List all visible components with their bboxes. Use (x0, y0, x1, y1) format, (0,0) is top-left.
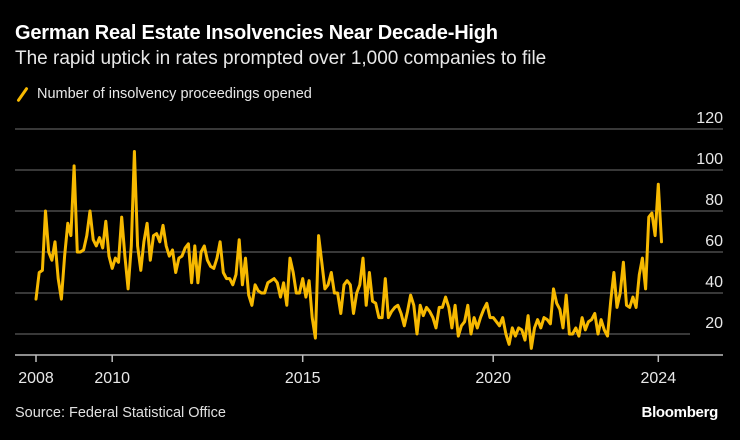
x-tick-label: 2010 (94, 370, 130, 387)
source-note: Source: Federal Statistical Office (15, 405, 226, 421)
x-tick-label: 2015 (285, 370, 321, 387)
y-tick-label: 80 (705, 192, 723, 209)
y-tick-label: 20 (705, 315, 723, 332)
x-tick-label: 2020 (475, 370, 511, 387)
bloomberg-logo: Bloomberg (641, 404, 719, 421)
chart-subtitle: The rapid uptick in rates prompted over … (15, 48, 547, 69)
legend-label: Number of insolvency proceedings opened (37, 86, 312, 102)
series-line-insolvency-proceedings (34, 150, 663, 350)
legend: Number of insolvency proceedings opened (15, 86, 312, 102)
x-axis-ticks: 2008 2010 2015 2020 2024 (18, 355, 676, 387)
x-tick-label: 2024 (641, 370, 677, 387)
y-tick-label: 120 (696, 110, 723, 127)
y-tick-label: 60 (705, 233, 723, 250)
chart-title: German Real Estate Insolvencies Near Dec… (15, 22, 498, 44)
x-tick-label: 2008 (18, 370, 54, 387)
y-axis-labels: 20 40 60 80 100 120 (696, 110, 723, 332)
y-tick-label: 100 (696, 151, 723, 168)
y-tick-label: 40 (705, 274, 723, 291)
